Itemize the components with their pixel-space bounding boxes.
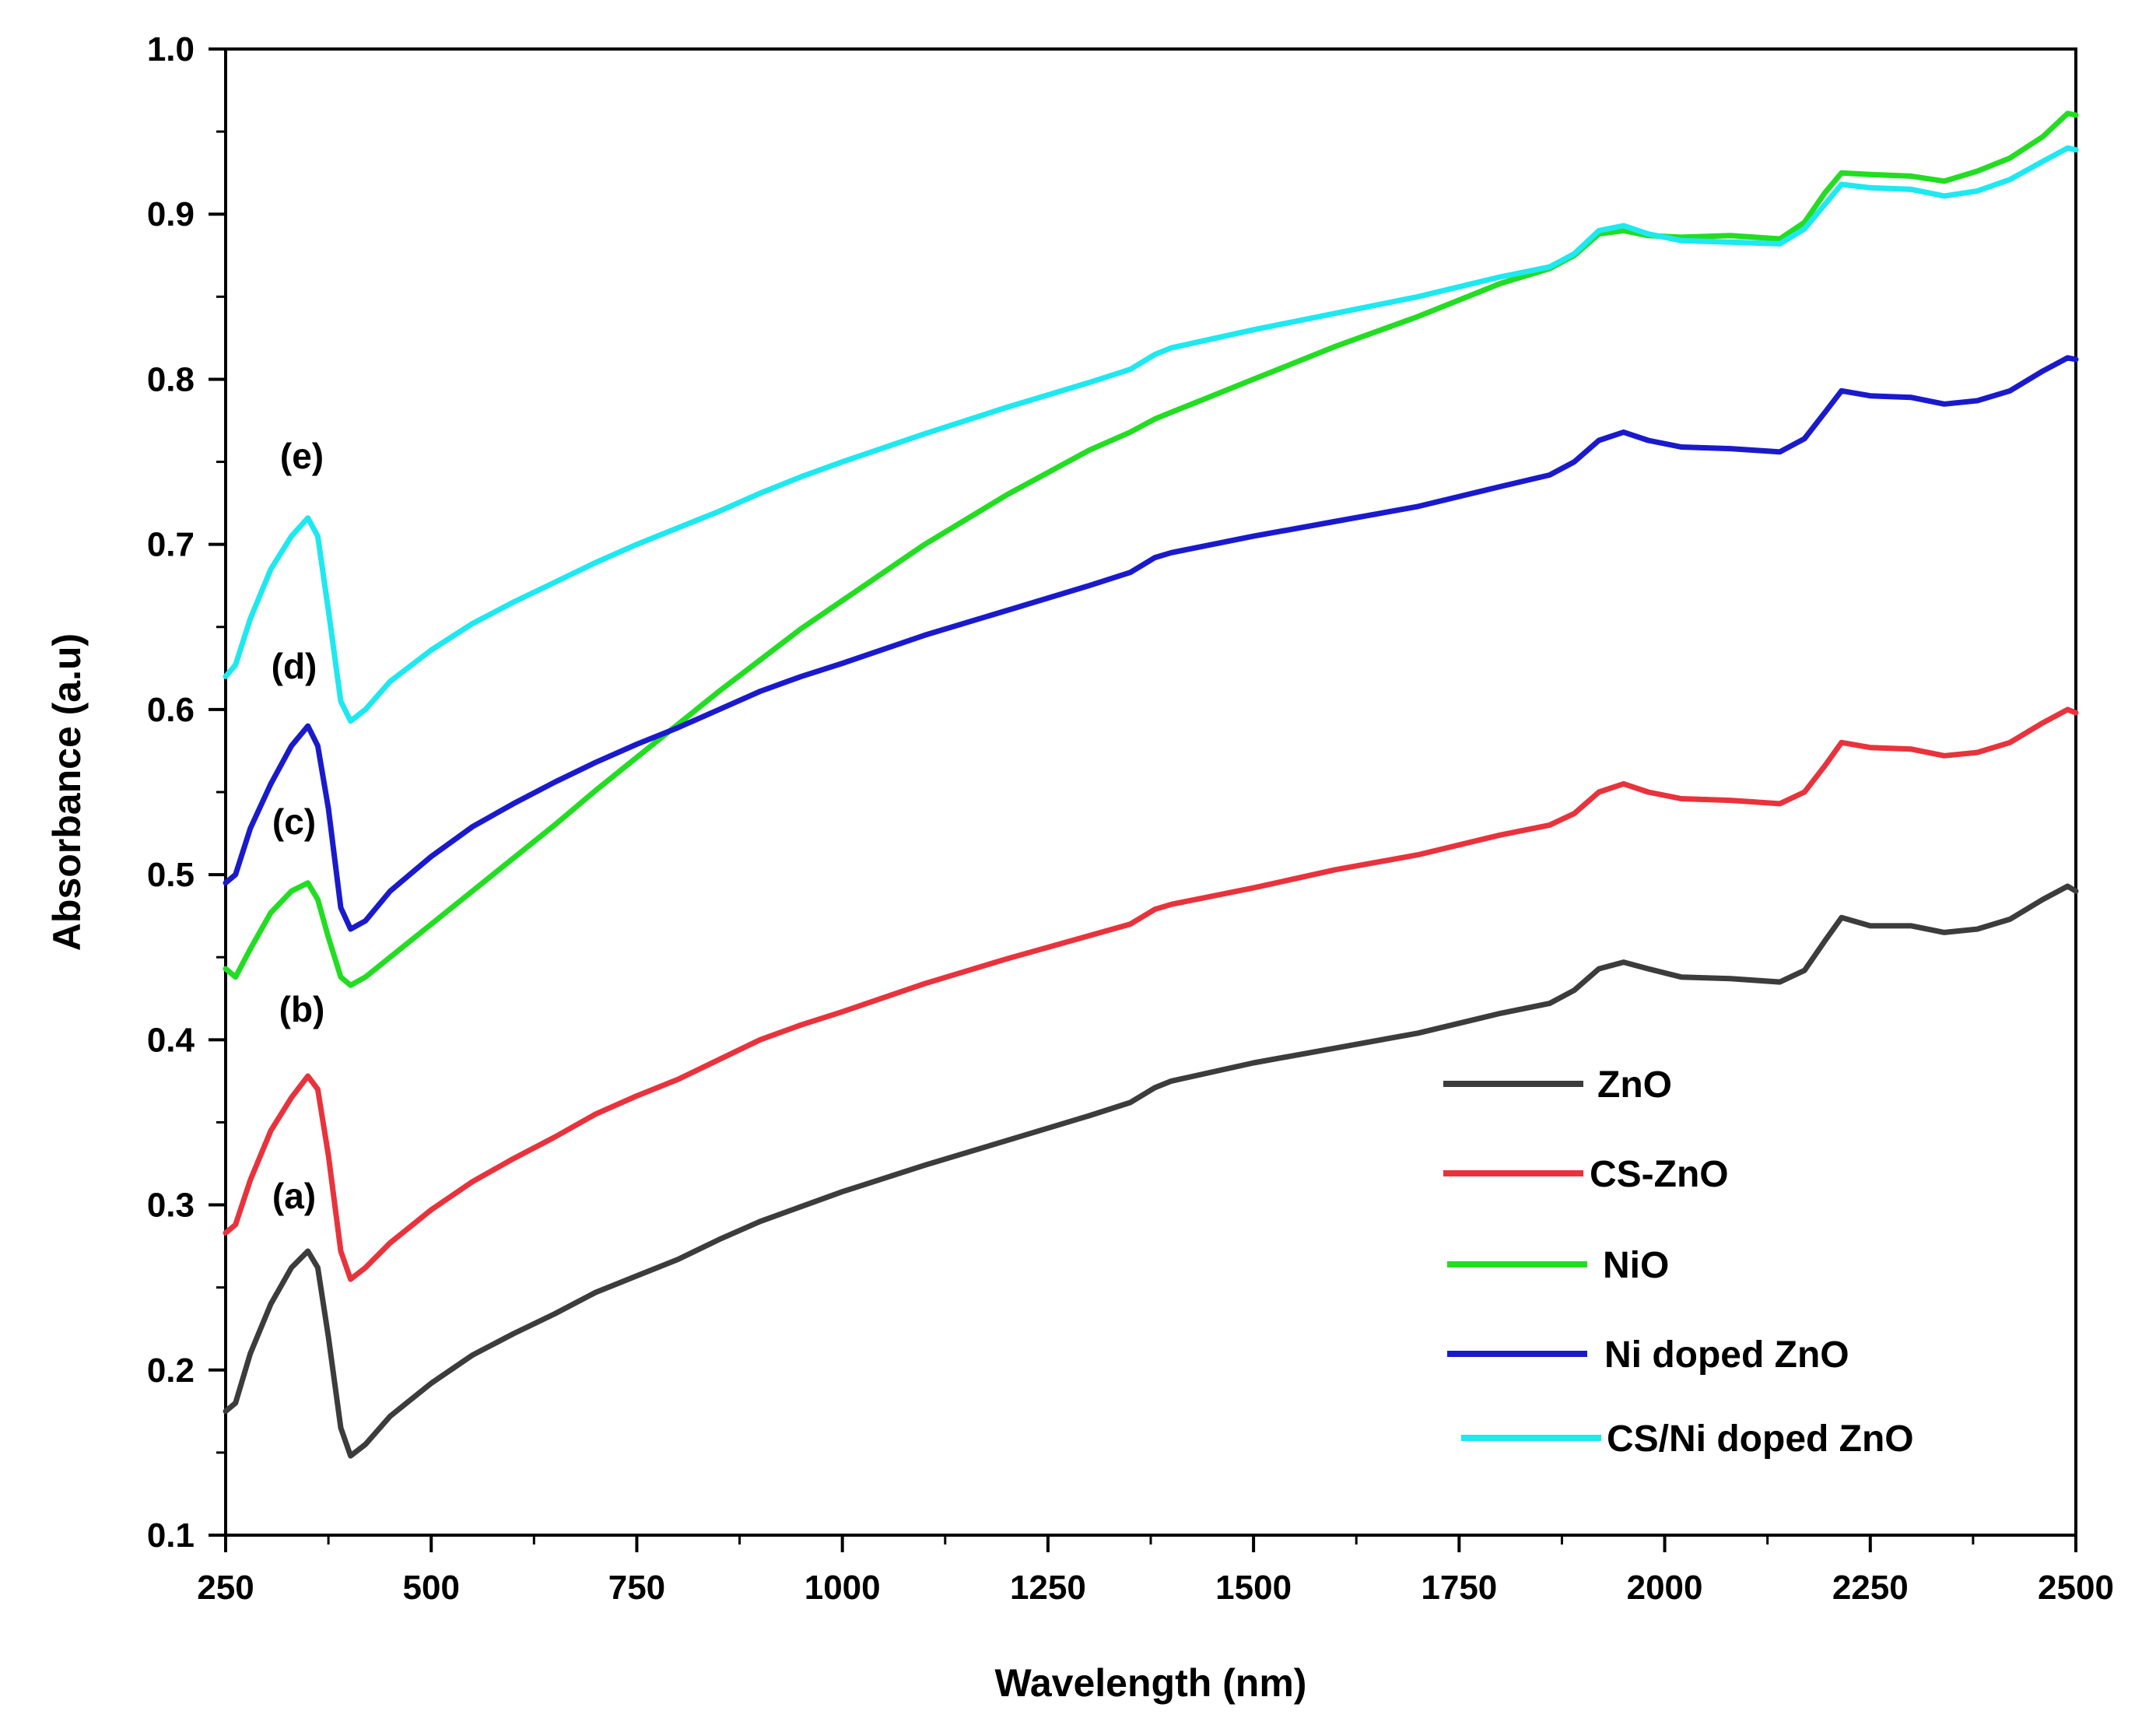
axes-group: 250 500 750 1000 1250 1500 1750 2000 2250 2500 0.1… bbox=[147, 30, 2114, 1607]
legend: ZnO CS-ZnO NiO Ni doped ZnO CS/Ni doped ZnO bbox=[1443, 1064, 1914, 1460]
x-tick-label: 250 bbox=[197, 1569, 254, 1607]
y-tick-label: 0.6 bbox=[147, 691, 195, 729]
y-tick-label: 0.2 bbox=[147, 1352, 195, 1390]
series-line-cs-zno bbox=[223, 706, 2079, 1282]
series-group bbox=[223, 110, 2079, 1459]
series-line-cs-ni-doped-zno bbox=[223, 145, 2079, 724]
y-tick-label: 0.3 bbox=[147, 1187, 195, 1225]
legend-label: Ni doped ZnO bbox=[1604, 1334, 1849, 1376]
x-axis-title: Wavelength (nm) bbox=[995, 1661, 1307, 1705]
y-tick-label: 1.0 bbox=[147, 30, 195, 68]
x-tick-label: 750 bbox=[608, 1569, 665, 1607]
y-axis-title: Absorbance (a.u) bbox=[45, 633, 89, 951]
curve-tag-label: (d) bbox=[272, 646, 317, 686]
legend-label: NiO bbox=[1603, 1245, 1669, 1286]
legend-label: ZnO bbox=[1597, 1064, 1672, 1106]
y-tick-label: 0.4 bbox=[147, 1021, 195, 1059]
series-line-zno bbox=[223, 883, 2079, 1459]
y-tick-label: 0.5 bbox=[147, 856, 195, 894]
y-tick-label: 0.1 bbox=[147, 1516, 195, 1555]
y-tick-label: 0.9 bbox=[147, 195, 195, 233]
legend-label: CS/Ni doped ZnO bbox=[1607, 1418, 1914, 1460]
curve-tag-label: (c) bbox=[272, 801, 316, 842]
series-line-nio bbox=[223, 110, 2079, 988]
x-tick-label: 2000 bbox=[1627, 1569, 1703, 1607]
x-tick-label: 1500 bbox=[1215, 1569, 1292, 1607]
x-tick-label: 1000 bbox=[805, 1569, 881, 1607]
curve-tag-label: (a) bbox=[272, 1176, 316, 1216]
curve-tag-label: (b) bbox=[279, 989, 325, 1029]
curve-tags-group: (a) (b) (c) (d) (e) bbox=[272, 436, 325, 1216]
x-tick-label: 2250 bbox=[1832, 1569, 1909, 1607]
x-tick-label: 500 bbox=[403, 1569, 460, 1607]
x-tick-label: 2500 bbox=[2038, 1569, 2114, 1607]
y-tick-label: 0.7 bbox=[147, 526, 195, 564]
legend-label: CS-ZnO bbox=[1590, 1154, 1729, 1195]
x-tick-label: 1250 bbox=[1010, 1569, 1086, 1607]
y-tick-label: 0.8 bbox=[147, 360, 195, 398]
x-tick-label: 1750 bbox=[1421, 1569, 1497, 1607]
series-line-ni-doped-zno bbox=[223, 355, 2079, 932]
curve-tag-label: (e) bbox=[280, 436, 324, 476]
